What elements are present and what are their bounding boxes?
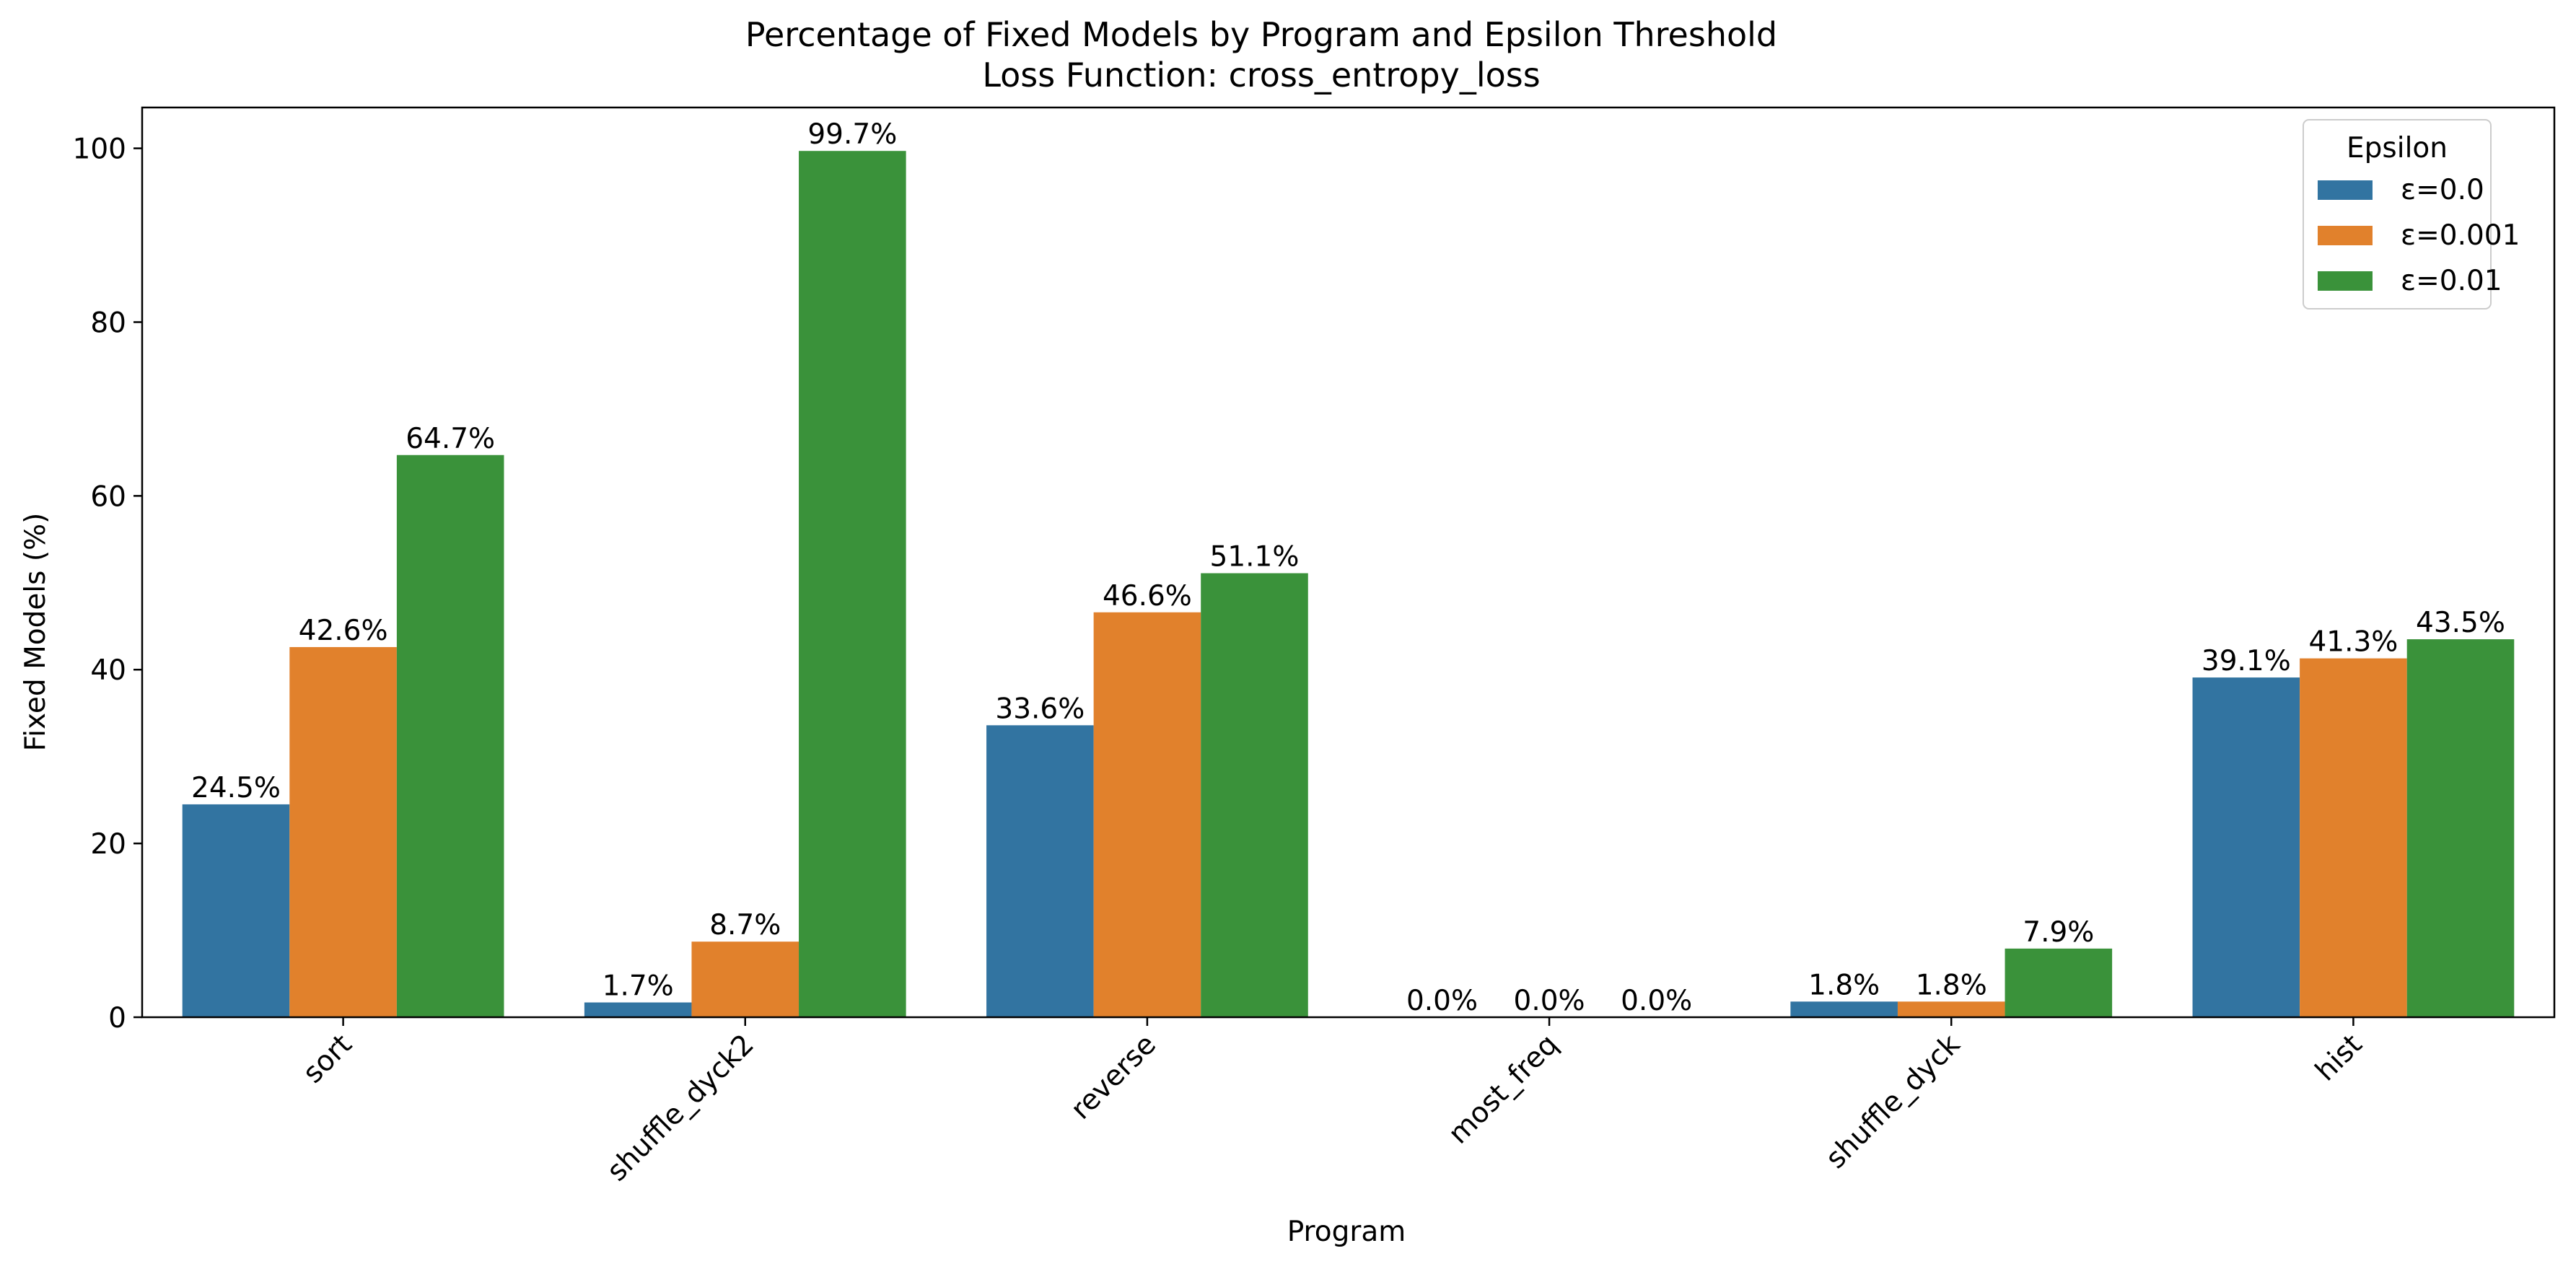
plot-frame	[141, 106, 2556, 1019]
legend-label: ε=0.001	[2401, 219, 2520, 252]
bar-value-label: 64.7%	[406, 423, 495, 455]
bar-value-label: 46.6%	[1103, 580, 1192, 612]
bar	[396, 455, 504, 1017]
y-tick-label: 80	[90, 307, 126, 339]
bar	[986, 725, 1094, 1017]
bar	[2300, 658, 2407, 1017]
legend-title: Epsilon	[2347, 132, 2448, 164]
bar	[799, 151, 906, 1017]
x-tick-label: shuffle_dyck2	[601, 1028, 761, 1187]
legend-swatch	[2318, 180, 2373, 200]
chart-title: Percentage of Fixed Models by Program an…	[745, 15, 1777, 54]
bar-value-label: 39.1%	[2202, 645, 2291, 677]
legend-label: ε=0.0	[2401, 174, 2484, 206]
bar-value-label: 0.0%	[1621, 985, 1692, 1017]
x-tick-label: hist	[2309, 1028, 2368, 1087]
bar	[289, 646, 397, 1017]
bar	[1790, 1001, 1898, 1017]
bar-value-label: 42.6%	[299, 615, 388, 647]
bar	[2005, 948, 2113, 1017]
y-tick-label: 40	[90, 654, 126, 687]
legend-box	[2303, 119, 2492, 309]
plot-area: 24.5% 1.7% 33.6% 0.0% 1.8% 39.1% 42.6% 8.7% 46.6…	[73, 106, 2556, 1187]
chart-subtitle: Loss Function: cross_entropy_loss	[982, 56, 1540, 95]
bar	[182, 804, 290, 1017]
bar	[584, 1002, 692, 1017]
bar-value-label: 1.8%	[1808, 969, 1880, 1001]
y-tick-label: 20	[90, 828, 126, 861]
bar-value-label: 41.3%	[2308, 626, 2398, 659]
bar-value-label: 0.0%	[1406, 985, 1478, 1017]
bar	[2192, 677, 2300, 1017]
bar-value-label: 0.0%	[1514, 985, 1585, 1017]
bar	[2406, 639, 2515, 1017]
legend-swatch	[2318, 226, 2373, 245]
y-tick-label: 100	[73, 133, 126, 166]
bar-value-label: 99.7%	[807, 118, 897, 151]
bar	[691, 941, 799, 1017]
bar-value-label: 8.7%	[709, 909, 781, 941]
x-tick-label: shuffle_dyck	[1820, 1028, 1967, 1175]
bar-value-label: 43.5%	[2416, 607, 2505, 639]
bar-value-label: 24.5%	[191, 772, 281, 804]
y-tick-label: 60	[90, 480, 126, 513]
x-tick-label: reverse	[1065, 1028, 1162, 1125]
bar-value-label: 33.6%	[995, 693, 1085, 725]
x-tick-label: sort	[297, 1028, 358, 1089]
bar-value-label: 1.8%	[1916, 969, 1987, 1001]
x-tick-label: most_freq	[1442, 1028, 1564, 1150]
legend: Epsilon ε=0.0 ε=0.001 ε=0.01	[2303, 119, 2520, 309]
bar-value-label: 1.7%	[603, 970, 674, 1003]
bar-value-label: 51.1%	[1210, 541, 1300, 574]
bar	[1201, 573, 1308, 1017]
y-axis-label: Fixed Models (%)	[19, 513, 52, 752]
bar	[1093, 612, 1201, 1017]
y-tick-label: 0	[108, 1002, 126, 1035]
bar	[1897, 1001, 2005, 1017]
legend-swatch	[2318, 271, 2373, 291]
legend-label: ε=0.01	[2401, 265, 2502, 297]
bar-value-label: 7.9%	[2023, 916, 2094, 949]
x-axis-label: Program	[1287, 1216, 1406, 1248]
